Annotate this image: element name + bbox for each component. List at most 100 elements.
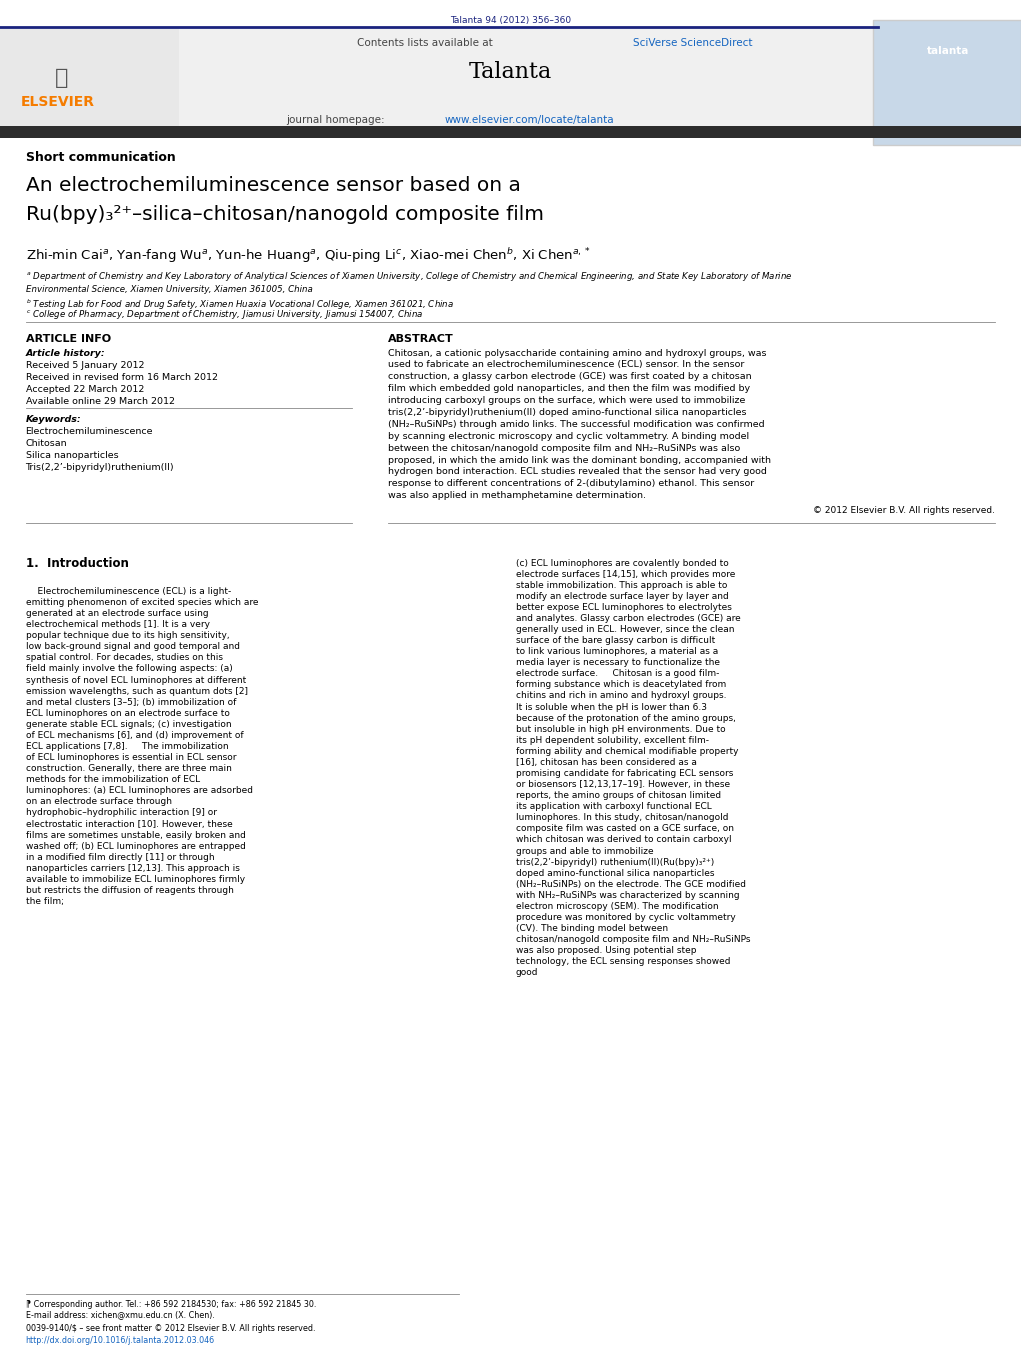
Text: of ECL mechanisms [6], and (d) improvement of: of ECL mechanisms [6], and (d) improveme…: [26, 731, 243, 740]
Text: by scanning electronic microscopy and cyclic voltammetry. A binding model: by scanning electronic microscopy and cy…: [388, 432, 749, 440]
Text: chitins and rich in amino and hydroxyl groups.: chitins and rich in amino and hydroxyl g…: [516, 692, 726, 700]
Text: © 2012 Elsevier B.V. All rights reserved.: © 2012 Elsevier B.V. All rights reserved…: [814, 505, 995, 515]
Text: stable immobilization. This approach is able to: stable immobilization. This approach is …: [516, 581, 727, 589]
Text: electrochemical methods [1]. It is a very: electrochemical methods [1]. It is a ver…: [26, 620, 209, 630]
FancyBboxPatch shape: [0, 27, 1021, 128]
Text: nanoparticles carriers [12,13]. This approach is: nanoparticles carriers [12,13]. This app…: [26, 863, 239, 873]
Text: procedure was monitored by cyclic voltammetry: procedure was monitored by cyclic voltam…: [516, 913, 735, 921]
Text: electrode surface.     Chitosan is a good film-: electrode surface. Chitosan is a good fi…: [516, 669, 719, 678]
Text: chitosan/nanogold composite film and NH₂–RuSiNPs: chitosan/nanogold composite film and NH₂…: [516, 935, 750, 944]
Text: generate stable ECL signals; (c) investigation: generate stable ECL signals; (c) investi…: [26, 720, 231, 728]
Text: reports, the amino groups of chitosan limited: reports, the amino groups of chitosan li…: [516, 792, 721, 800]
Text: available to immobilize ECL luminophores firmly: available to immobilize ECL luminophores…: [26, 875, 245, 884]
Text: of ECL luminophores is essential in ECL sensor: of ECL luminophores is essential in ECL …: [26, 753, 236, 762]
Text: 1.  Introduction: 1. Introduction: [26, 557, 129, 570]
Text: because of the protonation of the amino groups,: because of the protonation of the amino …: [516, 713, 735, 723]
Text: [16], chitosan has been considered as a: [16], chitosan has been considered as a: [516, 758, 696, 767]
Text: films are sometimes unstable, easily broken and: films are sometimes unstable, easily bro…: [26, 831, 245, 839]
Text: field mainly involve the following aspects: (a): field mainly involve the following aspec…: [26, 665, 232, 673]
Text: the film;: the film;: [26, 897, 63, 907]
Text: on an electrode surface through: on an electrode surface through: [26, 797, 172, 807]
Text: response to different concentrations of 2-(dibutylamino) ethanol. This sensor: response to different concentrations of …: [388, 480, 755, 488]
Text: but insoluble in high pH environments. Due to: but insoluble in high pH environments. D…: [516, 724, 725, 734]
Text: or biosensors [12,13,17–19]. However, in these: or biosensors [12,13,17–19]. However, in…: [516, 780, 730, 789]
FancyBboxPatch shape: [0, 126, 1021, 138]
Text: electrode surfaces [14,15], which provides more: electrode surfaces [14,15], which provid…: [516, 570, 735, 578]
Text: composite film was casted on a GCE surface, on: composite film was casted on a GCE surfa…: [516, 824, 734, 834]
Text: methods for the immobilization of ECL: methods for the immobilization of ECL: [26, 775, 200, 784]
Text: Tris(2,2’-bipyridyl)ruthenium(II): Tris(2,2’-bipyridyl)ruthenium(II): [26, 463, 175, 473]
Text: spatial control. For decades, studies on this: spatial control. For decades, studies on…: [26, 654, 223, 662]
Text: electrostatic interaction [10]. However, these: electrostatic interaction [10]. However,…: [26, 820, 232, 828]
Text: $^c$ College of Pharmacy, Department of Chemistry, Jiamusi University, Jiamusi 1: $^c$ College of Pharmacy, Department of …: [26, 308, 423, 322]
Text: ECL luminophores on an electrode surface to: ECL luminophores on an electrode surface…: [26, 709, 230, 717]
Text: Short communication: Short communication: [26, 151, 176, 165]
FancyBboxPatch shape: [0, 27, 179, 128]
Text: introducing carboxyl groups on the surface, which were used to immobilize: introducing carboxyl groups on the surfa…: [388, 396, 745, 405]
FancyBboxPatch shape: [10, 39, 112, 113]
Text: 🌳: 🌳: [54, 68, 68, 88]
Text: http://dx.doi.org/10.1016/j.talanta.2012.03.046: http://dx.doi.org/10.1016/j.talanta.2012…: [26, 1336, 214, 1346]
Text: which chitosan was derived to contain carboxyl: which chitosan was derived to contain ca…: [516, 835, 731, 844]
Text: hydrogen bond interaction. ECL studies revealed that the sensor had very good: hydrogen bond interaction. ECL studies r…: [388, 467, 767, 477]
Text: $^a$ Department of Chemistry and Key Laboratory of Analytical Sciences of Xiamen: $^a$ Department of Chemistry and Key Lab…: [26, 270, 792, 284]
Text: its pH dependent solubility, excellent film-: its pH dependent solubility, excellent f…: [516, 736, 709, 744]
Text: in a modified film directly [11] or through: in a modified film directly [11] or thro…: [26, 852, 214, 862]
Text: with NH₂–RuSiNPs was characterized by scanning: with NH₂–RuSiNPs was characterized by sc…: [516, 890, 739, 900]
Text: Ru(bpy)₃²⁺–silica–chitosan/nanogold composite film: Ru(bpy)₃²⁺–silica–chitosan/nanogold comp…: [26, 205, 543, 224]
Text: Electrochemiluminescence (ECL) is a light-: Electrochemiluminescence (ECL) is a ligh…: [26, 586, 231, 596]
Text: but restricts the diffusion of reagents through: but restricts the diffusion of reagents …: [26, 886, 234, 894]
Text: Article history:: Article history:: [26, 349, 105, 358]
Text: Accepted 22 March 2012: Accepted 22 March 2012: [26, 385, 144, 394]
Text: used to fabricate an electrochemiluminescence (ECL) sensor. In the sensor: used to fabricate an electrochemilumines…: [388, 361, 744, 369]
Text: synthesis of novel ECL luminophores at different: synthesis of novel ECL luminophores at d…: [26, 676, 246, 685]
Text: ECL applications [7,8].     The immobilization: ECL applications [7,8]. The immobilizati…: [26, 742, 228, 751]
Text: between the chitosan/nanogold composite film and NH₂–RuSiNPs was also: between the chitosan/nanogold composite …: [388, 443, 740, 453]
Text: Chitosan: Chitosan: [26, 439, 67, 449]
Text: Talanta: Talanta: [469, 61, 552, 82]
Text: its application with carboxyl functional ECL: its application with carboxyl functional…: [516, 802, 712, 811]
Text: SciVerse ScienceDirect: SciVerse ScienceDirect: [633, 38, 752, 47]
Text: electron microscopy (SEM). The modification: electron microscopy (SEM). The modificat…: [516, 902, 718, 911]
Text: forming substance which is deacetylated from: forming substance which is deacetylated …: [516, 681, 726, 689]
Text: surface of the bare glassy carbon is difficult: surface of the bare glassy carbon is dif…: [516, 636, 715, 644]
Text: emission wavelengths, such as quantum dots [2]: emission wavelengths, such as quantum do…: [26, 686, 247, 696]
Text: generated at an electrode surface using: generated at an electrode surface using: [26, 609, 208, 617]
Text: construction, a glassy carbon electrode (GCE) was first coated by a chitosan: construction, a glassy carbon electrode …: [388, 373, 751, 381]
Text: ELSEVIER: ELSEVIER: [20, 95, 94, 108]
Text: Received 5 January 2012: Received 5 January 2012: [26, 361, 144, 370]
Text: construction. Generally, there are three main: construction. Generally, there are three…: [26, 765, 232, 773]
Text: Zhi-min Cai$^a$, Yan-fang Wu$^a$, Yun-he Huang$^a$, Qiu-ping Li$^c$, Xiao-mei Ch: Zhi-min Cai$^a$, Yan-fang Wu$^a$, Yun-he…: [26, 246, 590, 265]
Text: film which embedded gold nanoparticles, and then the film was modified by: film which embedded gold nanoparticles, …: [388, 384, 750, 393]
Text: (NH₂–RuSiNPs) on the electrode. The GCE modified: (NH₂–RuSiNPs) on the electrode. The GCE …: [516, 880, 745, 889]
Text: It is soluble when the pH is lower than 6.3: It is soluble when the pH is lower than …: [516, 703, 707, 712]
Text: Talanta 94 (2012) 356–360: Talanta 94 (2012) 356–360: [450, 16, 571, 26]
Text: technology, the ECL sensing responses showed: technology, the ECL sensing responses sh…: [516, 958, 730, 966]
Text: E-mail address: xichen@xmu.edu.cn (X. Chen).: E-mail address: xichen@xmu.edu.cn (X. Ch…: [26, 1310, 214, 1320]
Text: luminophores: (a) ECL luminophores are adsorbed: luminophores: (a) ECL luminophores are a…: [26, 786, 252, 796]
Text: (NH₂–RuSiNPs) through amido links. The successful modification was confirmed: (NH₂–RuSiNPs) through amido links. The s…: [388, 420, 765, 428]
Text: Electrochemiluminescence: Electrochemiluminescence: [26, 427, 153, 436]
Text: (CV). The binding model between: (CV). The binding model between: [516, 924, 668, 934]
Text: ABSTRACT: ABSTRACT: [388, 334, 453, 343]
Text: Received in revised form 16 March 2012: Received in revised form 16 March 2012: [26, 373, 217, 382]
Text: popular technique due to its high sensitivity,: popular technique due to its high sensit…: [26, 631, 229, 640]
Text: 0039-9140/$ – see front matter © 2012 Elsevier B.V. All rights reserved.: 0039-9140/$ – see front matter © 2012 El…: [26, 1324, 315, 1333]
Text: generally used in ECL. However, since the clean: generally used in ECL. However, since th…: [516, 626, 734, 634]
FancyBboxPatch shape: [873, 20, 1021, 145]
Text: An electrochemiluminescence sensor based on a: An electrochemiluminescence sensor based…: [26, 176, 521, 195]
Text: Keywords:: Keywords:: [26, 415, 81, 424]
Text: was also proposed. Using potential step: was also proposed. Using potential step: [516, 946, 696, 955]
Text: forming ability and chemical modifiable property: forming ability and chemical modifiable …: [516, 747, 738, 755]
Text: proposed, in which the amido link was the dominant bonding, accompanied with: proposed, in which the amido link was th…: [388, 455, 771, 465]
Text: media layer is necessary to functionalize the: media layer is necessary to functionaliz…: [516, 658, 720, 667]
Text: luminophores. In this study, chitosan/nanogold: luminophores. In this study, chitosan/na…: [516, 813, 728, 823]
Text: talanta: talanta: [927, 46, 970, 55]
Text: Contents lists available at: Contents lists available at: [357, 38, 496, 47]
Text: emitting phenomenon of excited species which are: emitting phenomenon of excited species w…: [26, 598, 258, 607]
Text: groups and able to immobilize: groups and able to immobilize: [516, 847, 653, 855]
Text: Silica nanoparticles: Silica nanoparticles: [26, 451, 118, 461]
Text: Chitosan, a cationic polysaccharide containing amino and hydroxyl groups, was: Chitosan, a cationic polysaccharide cont…: [388, 349, 767, 358]
Text: was also applied in methamphetamine determination.: was also applied in methamphetamine dete…: [388, 492, 646, 500]
Text: and analytes. Glassy carbon electrodes (GCE) are: and analytes. Glassy carbon electrodes (…: [516, 613, 740, 623]
